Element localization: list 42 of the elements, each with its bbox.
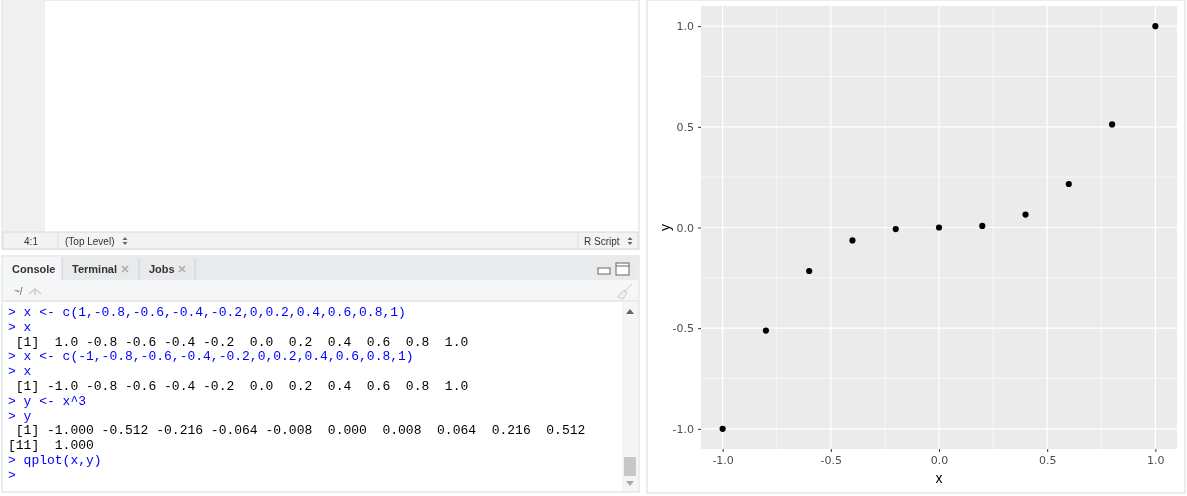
y-tick-label: -1.0 xyxy=(672,422,694,436)
text: Jobs xyxy=(149,263,175,275)
text: 4:1 xyxy=(24,236,39,247)
text: > qplot(x,y) xyxy=(8,453,102,468)
x-tick-label: 1.0 xyxy=(1147,453,1165,467)
point xyxy=(1152,23,1159,30)
x-tick-label: -0.5 xyxy=(820,453,843,467)
x-tick-label: -1.0 xyxy=(712,453,734,467)
point xyxy=(849,237,856,244)
x-tick-label: 0.5 xyxy=(1038,453,1057,467)
text: Terminal xyxy=(72,263,118,275)
point xyxy=(935,224,943,231)
point xyxy=(979,222,986,229)
text: > x xyxy=(8,364,32,380)
point xyxy=(1065,180,1072,188)
point xyxy=(806,267,813,275)
text: R Script xyxy=(584,236,620,247)
text: [11] 1.000 xyxy=(8,438,94,454)
y-tick-label: 0.5 xyxy=(676,120,694,134)
text: > x <- c(1,-0.8,-0.6,-0.4,-0.2,0,0.2,0.4,0.6,0.8,1) xyxy=(8,305,406,320)
text: > y xyxy=(8,408,32,424)
x-tick-label: 0.0 xyxy=(930,453,949,467)
text: [1] 1.0 -0.8 -0.6 -0.4 -0.2 0.0 0.2 0.4 0.6 0.8 1.0 xyxy=(8,334,469,350)
point xyxy=(892,226,899,233)
text: [1] -1.0 -0.8 -0.6 -0.4 -0.2 0.0 0.2 0.4 0.6 0.8 1.0 xyxy=(8,379,469,394)
point xyxy=(719,425,726,432)
y-tick-label: 1.0 xyxy=(676,20,694,34)
text: > xyxy=(8,467,16,483)
text: ~/ xyxy=(14,286,23,297)
y-tick-label: -0.5 xyxy=(672,322,694,336)
text: > x <- c(-1,-0.8,-0.6,-0.4,-0.2,0,0.2,0.4,0.6,0.8,1) xyxy=(8,349,414,365)
text: > x xyxy=(8,319,32,335)
text: Console xyxy=(12,263,56,275)
point xyxy=(1109,121,1116,128)
point xyxy=(1022,211,1029,218)
point xyxy=(762,327,769,334)
text: (Top Level) xyxy=(65,236,115,247)
y-tick-label: 0.0 xyxy=(676,221,694,235)
y-axis-title: y xyxy=(657,224,673,231)
text: > y <- x^3 xyxy=(8,393,87,409)
text: [1] -1.000 -0.512 -0.216 -0.064 -0.008 0.000 0.008 0.064 0.216 0.512 xyxy=(8,423,586,439)
x-axis-title: x xyxy=(935,470,943,486)
